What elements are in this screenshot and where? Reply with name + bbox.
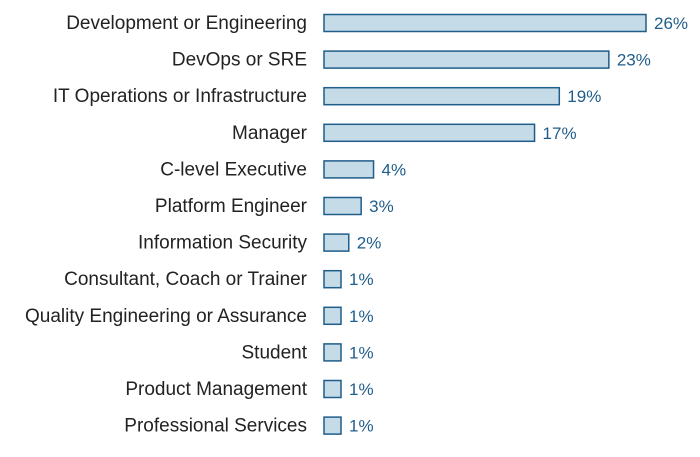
- value-label-professional-services: 1%: [349, 417, 374, 436]
- category-label-it-operations-or-infrastructure: IT Operations or Infrastructure: [53, 86, 307, 107]
- bar-information-security: [323, 233, 350, 252]
- value-label-platform-engineer: 3%: [369, 197, 394, 216]
- value-label-it-operations-or-infrastructure: 19%: [567, 87, 601, 106]
- value-label-consultant-coach-or-trainer: 1%: [349, 270, 374, 289]
- category-label-manager: Manager: [232, 123, 308, 144]
- value-label-student: 1%: [349, 343, 374, 362]
- value-label-devops-or-sre: 23%: [617, 51, 651, 70]
- bar-manager: [323, 123, 536, 143]
- bar-it-operations-or-infrastructure: [323, 86, 561, 106]
- value-label-c-level-executive: 4%: [382, 160, 407, 179]
- category-label-quality-engineering-or-assurance: Quality Engineering or Assurance: [25, 306, 307, 327]
- category-label-information-security: Information Security: [138, 233, 307, 254]
- category-label-c-level-executive: C-level Executive: [160, 159, 307, 180]
- bar-student: [323, 343, 342, 362]
- bar-product-management: [323, 379, 342, 399]
- bar-development-or-engineering: [323, 13, 647, 33]
- category-label-consultant-coach-or-trainer: Consultant, Coach or Trainer: [64, 269, 308, 290]
- value-label-manager: 17%: [543, 124, 577, 143]
- bar-professional-services: [323, 416, 342, 435]
- category-labels: Development or Engineering DevOps or SRE I…: [25, 13, 308, 437]
- value-label-product-management: 1%: [349, 380, 374, 399]
- value-labels: 26%23% 19% 17% 4% 3% 2% 1% 1% 1% 1% 1%: [349, 14, 688, 436]
- bar-consultant-coach-or-trainer: [323, 269, 342, 289]
- value-label-information-security: 2%: [357, 234, 382, 253]
- category-label-product-management: Product Management: [125, 379, 307, 400]
- value-label-quality-engineering-or-assurance: 1%: [349, 307, 374, 326]
- bars: [323, 13, 647, 435]
- bar-devops-or-sre: [323, 50, 610, 69]
- bar-platform-engineer: [323, 196, 362, 216]
- category-label-platform-engineer: Platform Engineer: [155, 196, 308, 217]
- category-label-professional-services: Professional Services: [124, 416, 307, 437]
- category-label-student: Student: [242, 342, 308, 363]
- value-label-development-or-engineering: 26%: [654, 14, 688, 33]
- category-label-development-or-engineering: Development or Engineering: [66, 13, 307, 34]
- category-label-devops-or-sre: DevOps or SRE: [172, 50, 307, 71]
- bar-c-level-executive: [323, 160, 375, 179]
- bar-quality-engineering-or-assurance: [323, 306, 342, 326]
